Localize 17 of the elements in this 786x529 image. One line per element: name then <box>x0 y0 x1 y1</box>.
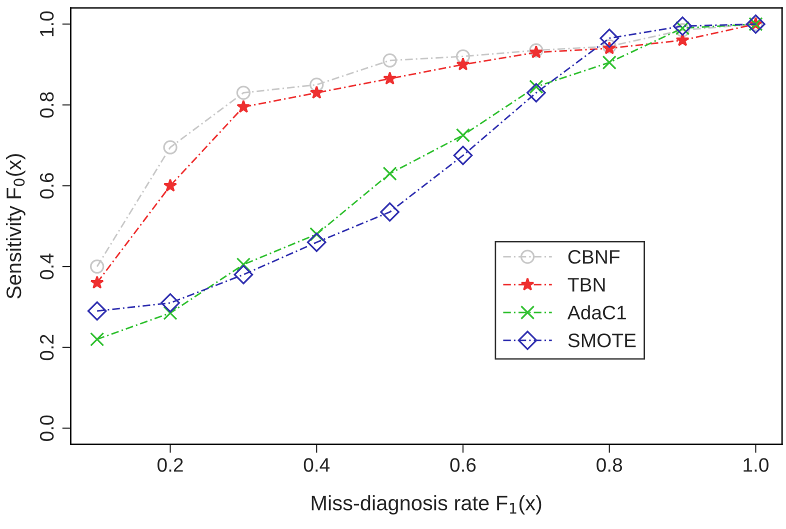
x-tick-label: 0.6 <box>450 458 476 472</box>
x-tick-label: 0.8 <box>596 458 622 472</box>
legend-label: CBNF <box>568 250 620 264</box>
legend-label: TBN <box>568 278 605 292</box>
y-tick-label: 1.0 <box>40 11 54 36</box>
x-tick-label: 0.2 <box>158 458 183 472</box>
y-tick-label: 0.4 <box>40 254 54 280</box>
legend-label: AdaC1 <box>567 305 626 320</box>
x-tick-label: 1.0 <box>744 458 768 472</box>
x-axis-title: Miss-diagnosis rate F$_{1}$(x) <box>312 495 542 515</box>
legend-label: SMOTE <box>568 334 636 348</box>
y-axis-title: Sensitivity F$_{0}$(x) <box>6 154 26 299</box>
y-tick-label: 0.2 <box>40 334 54 360</box>
y-tick-label: 0.8 <box>40 92 54 118</box>
x-tick-label: 0.4 <box>304 458 330 472</box>
y-tick-label: 0.6 <box>40 173 54 198</box>
y-tick-label: 0.0 <box>40 415 54 441</box>
